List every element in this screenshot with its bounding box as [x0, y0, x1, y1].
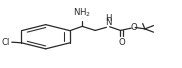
- Text: Cl: Cl: [2, 38, 10, 47]
- Text: NH$_2$: NH$_2$: [73, 7, 91, 19]
- Text: H: H: [105, 14, 112, 23]
- Text: N: N: [105, 18, 112, 27]
- Text: O: O: [130, 23, 137, 32]
- Text: O: O: [118, 38, 125, 47]
